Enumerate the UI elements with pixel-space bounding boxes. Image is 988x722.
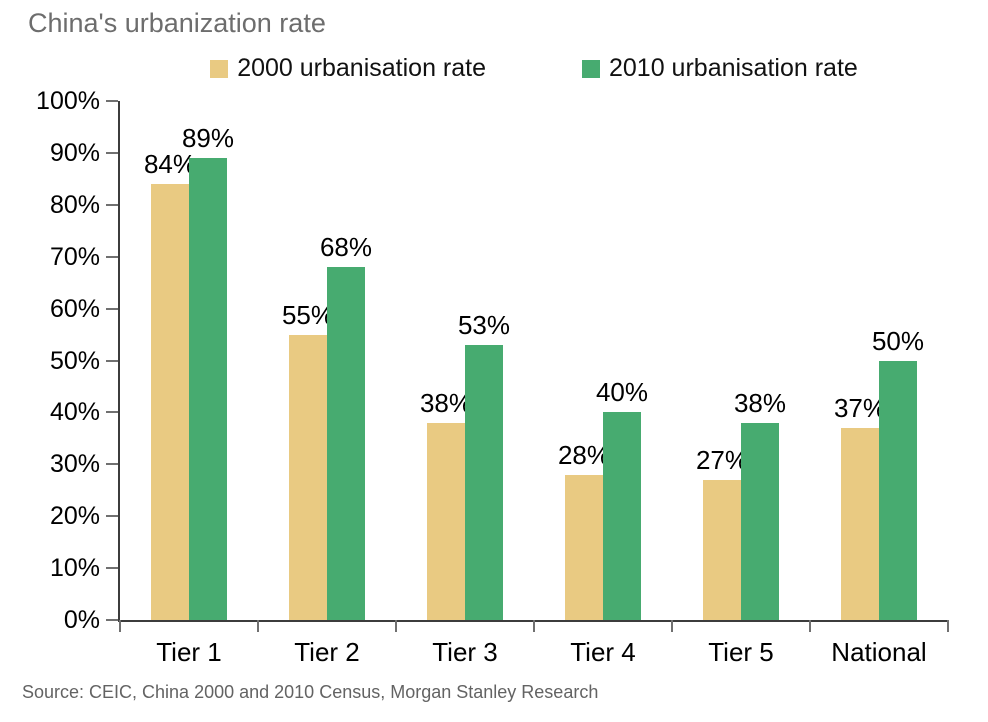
y-tick-label: 0%	[63, 606, 100, 634]
legend-item-2000: 2000 urbanisation rate	[210, 54, 486, 83]
bar-2010-tier-1	[189, 158, 227, 620]
legend-swatch-2010-icon	[582, 59, 600, 78]
bar-value-label-2000-tier-2: 55%	[281, 299, 335, 330]
bar-value-label-2010-tier-4: 40%	[595, 377, 649, 408]
x-axis-tick	[119, 620, 121, 632]
bar-value-label-2010-national: 50%	[871, 325, 925, 356]
source-note: Source: CEIC, China 2000 and 2010 Census…	[22, 682, 599, 702]
x-category-label-tier-4: Tier 4	[570, 637, 636, 667]
y-tick-label: 40%	[49, 398, 100, 427]
x-category-label-tier-1: Tier 1	[156, 637, 222, 667]
y-axis-tick	[106, 463, 118, 466]
x-category-label-tier-2: Tier 2	[294, 637, 360, 667]
y-tick-label: 10%	[49, 554, 100, 583]
legend-label-2000: 2000 urbanisation rate	[237, 54, 486, 82]
y-axis-tick	[106, 515, 118, 518]
y-axis-tick	[106, 255, 118, 258]
bar-value-label-2010-tier-2: 68%	[319, 232, 373, 263]
bar-2000-tier-5	[703, 479, 741, 620]
y-axis-tick	[106, 359, 118, 362]
legend-label-2010: 2010 urbanisation rate	[609, 54, 858, 82]
bar-value-label-2000-tier-4: 28%	[557, 439, 611, 470]
y-axis-tick	[106, 411, 118, 414]
bar-value-label-2000-tier-5: 27%	[695, 444, 749, 475]
bar-value-label-2000-national: 37%	[833, 392, 887, 423]
y-tick-label: 20%	[49, 502, 100, 531]
x-axis-tick	[533, 620, 535, 632]
bar-2000-tier-3	[427, 422, 465, 620]
bar-value-label-2010-tier-3: 53%	[457, 309, 511, 340]
bar-2000-tier-1	[151, 184, 189, 620]
bar-2010-national	[879, 360, 917, 620]
y-axis	[118, 101, 120, 622]
chart-title: China's urbanization rate	[28, 8, 326, 38]
x-axis-tick	[257, 620, 259, 632]
bar-2010-tier-3	[465, 344, 503, 620]
y-tick-label: 60%	[49, 294, 100, 323]
y-axis-tick	[106, 567, 118, 570]
y-axis-tick	[106, 203, 118, 206]
y-axis-tick	[106, 307, 118, 310]
bar-2010-tier-5	[741, 422, 779, 620]
bar-2000-tier-2	[289, 334, 327, 620]
x-axis-tick	[809, 620, 811, 632]
y-axis-tick	[106, 619, 118, 621]
y-axis-tick	[106, 100, 118, 102]
y-tick-label: 80%	[49, 190, 100, 219]
bar-2000-national	[841, 427, 879, 620]
y-tick-label: 100%	[36, 87, 100, 115]
legend-swatch-2000-icon	[210, 59, 229, 78]
bar-value-label-2000-tier-3: 38%	[419, 387, 473, 418]
bar-value-label-2010-tier-1: 89%	[181, 123, 235, 154]
legend-item-2010: 2010 urbanisation rate	[582, 54, 858, 83]
bar-2010-tier-4	[603, 412, 641, 620]
bar-2010-tier-2	[327, 267, 365, 620]
x-axis-tick	[671, 620, 673, 632]
x-category-label-tier-3: Tier 3	[432, 637, 498, 667]
x-category-label-tier-5: Tier 5	[708, 637, 774, 667]
bar-value-label-2000-tier-1: 84%	[143, 149, 197, 180]
bar-2000-tier-4	[565, 474, 603, 620]
legend: 2000 urbanisation rate 2010 urbanisation…	[120, 54, 948, 83]
y-axis-tick	[106, 151, 118, 154]
x-axis-tick	[947, 620, 949, 632]
x-axis-tick	[395, 620, 397, 632]
y-tick-label: 30%	[49, 450, 100, 479]
y-tick-label: 70%	[49, 242, 100, 271]
y-tick-label: 90%	[49, 138, 100, 167]
y-tick-label: 50%	[49, 346, 100, 375]
bar-value-label-2010-tier-5: 38%	[733, 387, 787, 418]
x-category-label-national: National	[831, 637, 927, 667]
